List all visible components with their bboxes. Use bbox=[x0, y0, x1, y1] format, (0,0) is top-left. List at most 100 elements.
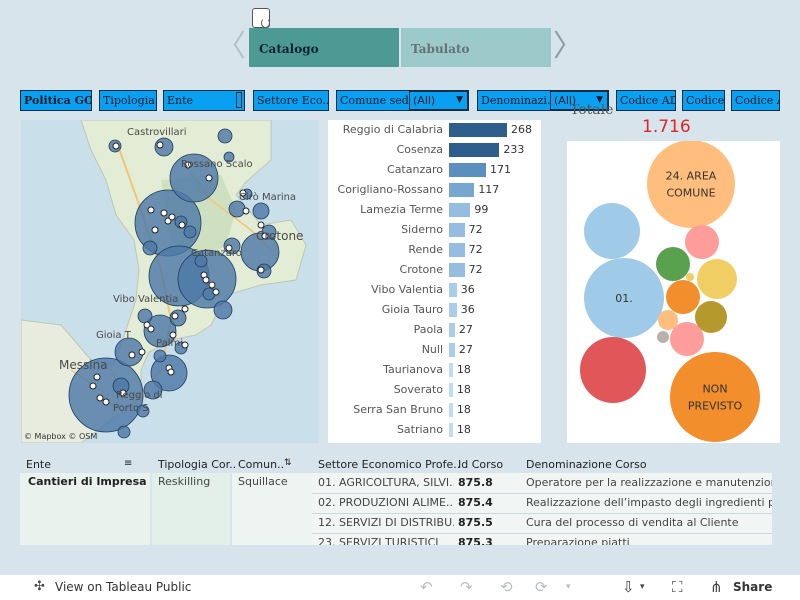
map-point[interactable] bbox=[156, 141, 164, 149]
map-point[interactable] bbox=[164, 217, 172, 225]
map-point[interactable] bbox=[261, 232, 269, 240]
bubble[interactable] bbox=[697, 259, 737, 299]
bar[interactable] bbox=[449, 403, 453, 417]
revert-icon[interactable]: ⟲ bbox=[500, 578, 513, 596]
bar[interactable] bbox=[449, 303, 457, 317]
map-point[interactable] bbox=[143, 321, 151, 329]
th-comune[interactable]: Comun.. bbox=[238, 458, 285, 471]
bubble[interactable] bbox=[685, 225, 719, 259]
bubble[interactable] bbox=[584, 258, 664, 338]
refresh-icon[interactable]: ⟳ bbox=[535, 578, 548, 596]
map-bubble[interactable] bbox=[136, 404, 150, 418]
th-settore[interactable]: Settore Economico Profe.. bbox=[318, 458, 461, 471]
download-icon[interactable]: ⇩ bbox=[622, 578, 635, 596]
bar-row[interactable]: Serra San Bruno 18 bbox=[328, 400, 541, 420]
map-point[interactable] bbox=[151, 226, 159, 234]
bar[interactable] bbox=[449, 423, 453, 437]
bar[interactable] bbox=[449, 163, 486, 177]
th-denominazione[interactable]: Denominazione Corso bbox=[526, 458, 647, 471]
map-point[interactable] bbox=[168, 213, 176, 221]
tab-catalogo[interactable]: Catalogo bbox=[249, 28, 399, 67]
bar-row[interactable]: Gioia Tauro 36 bbox=[328, 300, 541, 320]
bubble[interactable] bbox=[686, 273, 694, 281]
map-bubble[interactable] bbox=[252, 202, 270, 220]
nav-next-arrow[interactable]: 〉 bbox=[553, 29, 583, 64]
filter-codice-3[interactable]: Codice A bbox=[731, 90, 780, 111]
map-point[interactable] bbox=[171, 312, 179, 320]
map-bubble[interactable] bbox=[169, 153, 219, 203]
map-point[interactable] bbox=[89, 382, 97, 390]
bar[interactable] bbox=[449, 323, 455, 337]
map-bubble[interactable] bbox=[194, 254, 208, 268]
bar-row[interactable]: Reggio di Calabria 268 bbox=[328, 120, 541, 140]
map-point[interactable] bbox=[242, 207, 250, 215]
map-bubble[interactable] bbox=[143, 314, 177, 348]
map-point[interactable] bbox=[119, 389, 127, 397]
map-bubble[interactable] bbox=[68, 357, 144, 433]
bar-row[interactable]: Siderno 72 bbox=[328, 220, 541, 240]
map-bubble[interactable] bbox=[213, 300, 233, 320]
map-point[interactable] bbox=[181, 305, 189, 313]
map-bubble[interactable] bbox=[217, 128, 233, 144]
share-button[interactable]: Share bbox=[733, 580, 773, 594]
redo-icon[interactable]: ↷ bbox=[460, 578, 473, 596]
map-point[interactable] bbox=[202, 276, 210, 284]
bar-row[interactable]: Soverato 18 bbox=[328, 380, 541, 400]
comune-dropdown[interactable]: (All) ▼ bbox=[409, 91, 468, 110]
bubble[interactable] bbox=[658, 310, 678, 330]
map-bubble[interactable] bbox=[137, 308, 153, 324]
map-point[interactable] bbox=[181, 341, 189, 349]
map-view[interactable]: Castrovillari Rossano Scalo Cirò Marina … bbox=[21, 120, 319, 443]
bar-row[interactable]: Corigliano-Rossano 117 bbox=[328, 180, 541, 200]
filter-codice-2[interactable]: Codice A bbox=[682, 90, 725, 111]
bar-row[interactable]: Vibo Valentia 36 bbox=[328, 280, 541, 300]
th-ente[interactable]: Ente bbox=[26, 458, 52, 471]
bubble[interactable] bbox=[666, 280, 700, 314]
map-bubble[interactable] bbox=[183, 225, 197, 239]
filter-codice-1[interactable]: Codice AD bbox=[616, 90, 676, 111]
bubble[interactable] bbox=[670, 352, 760, 442]
fullscreen-icon[interactable]: ⛶ bbox=[672, 578, 683, 596]
bar[interactable] bbox=[449, 363, 453, 377]
bar-row[interactable]: Cosenza 233 bbox=[328, 140, 541, 160]
bar[interactable] bbox=[449, 223, 465, 237]
bar[interactable] bbox=[449, 343, 455, 357]
home-icon[interactable] bbox=[252, 8, 270, 28]
bar-row[interactable]: Null 27 bbox=[328, 340, 541, 360]
map-point[interactable] bbox=[257, 266, 265, 274]
map-point[interactable] bbox=[169, 331, 177, 339]
bar[interactable] bbox=[449, 143, 500, 157]
map-point[interactable] bbox=[138, 348, 146, 356]
map-point[interactable] bbox=[96, 394, 104, 402]
share-icon[interactable]: ⋔ bbox=[710, 578, 723, 596]
map-point[interactable] bbox=[102, 398, 110, 406]
bar-row[interactable]: Crotone 72 bbox=[328, 260, 541, 280]
map-point[interactable] bbox=[167, 368, 175, 376]
bar[interactable] bbox=[449, 263, 465, 277]
th-id-corso[interactable]: Id Corso bbox=[458, 458, 504, 471]
bubble[interactable] bbox=[584, 203, 640, 259]
map-point[interactable] bbox=[205, 174, 213, 182]
bubble[interactable] bbox=[657, 331, 669, 343]
bubble[interactable] bbox=[656, 247, 690, 281]
chevron-down-icon[interactable]: ▾ bbox=[640, 582, 645, 592]
map-point[interactable] bbox=[93, 373, 101, 381]
filter-tipologia[interactable]: Tipologia C bbox=[99, 90, 157, 111]
map-point[interactable] bbox=[239, 189, 247, 197]
sort-icon[interactable]: ≡ bbox=[124, 458, 133, 469]
map-point[interactable] bbox=[178, 221, 186, 229]
bar[interactable] bbox=[449, 203, 471, 217]
bar-row[interactable]: Catanzaro 171 bbox=[328, 160, 541, 180]
map-bubble[interactable] bbox=[223, 151, 235, 163]
sort-az-icon[interactable]: ⇅ bbox=[284, 458, 292, 468]
bar-row[interactable]: Satriano 18 bbox=[328, 420, 541, 440]
bar-row[interactable]: Paola 27 bbox=[328, 320, 541, 340]
map-point[interactable] bbox=[128, 351, 136, 359]
map-bubble[interactable] bbox=[228, 200, 246, 218]
bubble[interactable] bbox=[670, 322, 704, 356]
bar-row[interactable]: Taurianova 18 bbox=[328, 360, 541, 380]
bubble[interactable] bbox=[580, 337, 646, 403]
th-tipologia[interactable]: Tipologia Cor.. bbox=[158, 458, 237, 471]
map-bubble[interactable] bbox=[143, 380, 163, 400]
filter-ente-handle[interactable] bbox=[236, 92, 242, 108]
